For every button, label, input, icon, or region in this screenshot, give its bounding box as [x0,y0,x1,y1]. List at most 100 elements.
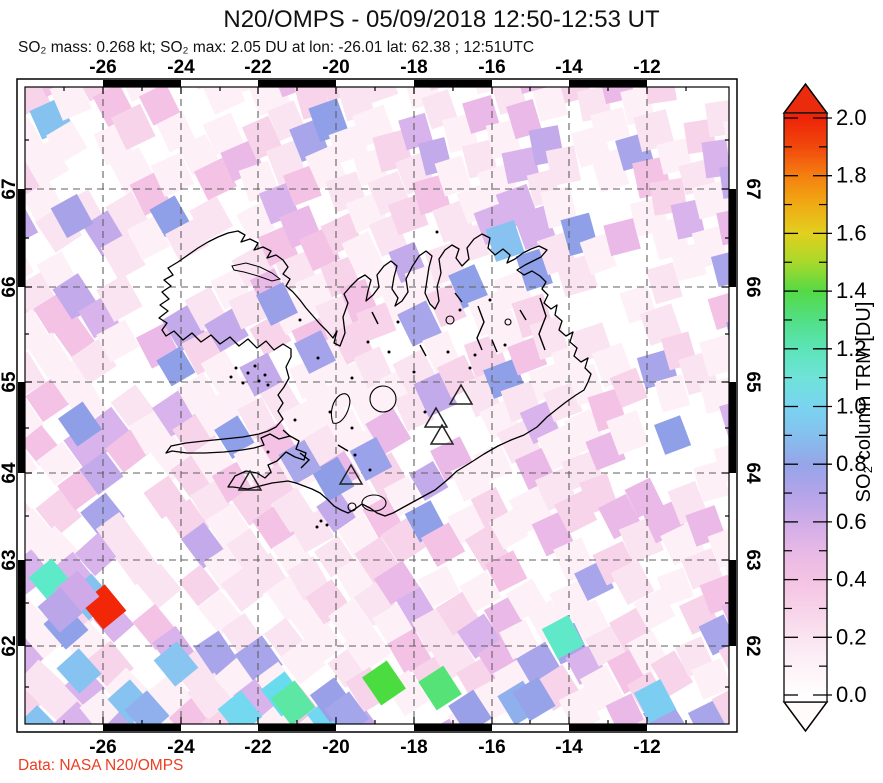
lat-label-left: 66 [0,276,20,297]
so2-pixel [217,690,263,724]
lat-label-left: 65 [0,371,20,393]
lat-label-right: 66 [742,276,763,297]
colorbar-tick-label: 1.6 [836,220,867,245]
glacier-outline [361,494,387,512]
lon-label-bottom: -12 [633,737,660,758]
river-line [476,305,485,351]
volcano-triangle-icon [429,423,455,445]
river-line [299,452,311,469]
plot-subtitle: SO₂ mass: 0.268 kt; SO₂ max: 2.05 DU at … [18,39,535,56]
river-line [282,429,292,438]
so2-pixel [124,690,170,724]
lon-label-top: -16 [478,57,505,78]
data-credit: Data: NASA N20/OMPS [18,757,184,774]
lon-label-top: -24 [167,57,195,78]
islet-dot [266,450,270,454]
islet-dot [316,356,320,360]
islet-dot [435,230,439,234]
lat-label-left: 62 [0,635,20,656]
colorbar-tick-label: 0.4 [836,567,867,592]
lat-label-right: 67 [742,178,763,199]
islet-dot [315,525,319,529]
islet-dot [319,519,323,523]
volcano-triangle-icon [338,463,364,485]
colorbar-tick-label: 1.4 [836,278,867,303]
so2-pixel [57,401,103,447]
fjord-outline [231,262,282,282]
volcano-triangle-icon [423,406,449,428]
lat-label-right: 63 [742,549,763,570]
river-line [371,311,379,325]
so2-pixel-field [25,87,729,724]
map-frame [16,78,738,733]
lon-label-top: -20 [322,57,349,78]
colorbar-tick-label: 1.0 [836,394,867,419]
so2-pixel [485,220,525,262]
lon-label-bottom: -24 [167,737,195,758]
islet-dot [293,418,297,422]
glacier-outline [369,385,397,413]
lon-label-bottom: -14 [555,737,583,758]
axis-ticks [25,87,729,724]
islet-dot [473,353,477,357]
islet-dot [503,343,507,347]
lat-label-right: 64 [742,462,763,484]
axis-labels: -26 -26 -24 -24 -22 -22 -20 -20 -18 -18 -16 -16 -14 -… [0,57,763,758]
volcano-markers [237,383,474,491]
river-line [419,344,427,357]
lon-label-bottom: -18 [400,737,427,758]
so2-pixel [633,678,677,724]
so2-pixel [541,614,585,660]
colorbar-tick-label: 1.8 [836,163,867,188]
glacier-outline [445,315,455,325]
lat-label-right: 65 [742,371,763,393]
colorbar-tick-label: 0.6 [836,509,867,534]
so2-pixel [293,330,337,374]
islet-dot [368,468,372,472]
volcano-triangle-icon [237,469,263,491]
islet-dot [412,370,416,374]
islet-dot [396,320,400,324]
islet-dot [488,298,492,302]
lon-label-top: -12 [633,57,660,78]
river-line [519,309,527,321]
so2-pixel [153,641,199,687]
lat-label-left: 64 [0,462,20,484]
islet-dot [253,364,257,368]
iceland-geography [158,230,592,529]
so2-pixel [512,676,556,722]
so2-pixel [311,456,355,502]
so2-pixel [349,436,393,482]
notable-pixels [28,193,677,724]
glacier-outline [347,502,357,512]
colorbar-over-arrow [782,82,829,114]
islet-dot [328,410,332,414]
lat-label-left: 63 [0,549,20,570]
islet-dot [234,366,238,370]
so2-pixel [256,282,298,326]
lon-label-bottom: -20 [322,737,349,758]
islet-dot [263,373,267,377]
iceland-coastline [158,230,592,517]
colorbar-under-arrow [782,701,829,733]
islet-dot [353,453,357,457]
lon-label-bottom: -16 [478,737,505,758]
river-line [454,292,463,303]
so2-pixel [270,680,316,724]
glacier-outline [330,393,351,424]
islet-dot [266,383,270,387]
islet-dot [257,379,261,383]
islet-dot [229,375,233,379]
plot-title: N20/OMPS - 05/09/2018 12:50-12:53 UT [223,6,660,33]
lat-label-right: 62 [742,635,763,656]
islet-dot [325,523,329,527]
so2-pixel [37,587,83,633]
glacier-outline [504,318,512,326]
islet-dot [298,318,302,322]
so2-pixel [362,660,406,706]
islet-dot [366,340,370,344]
so2-pixel [54,570,100,616]
lon-label-top: -22 [244,57,271,78]
islet-dot [350,426,354,430]
